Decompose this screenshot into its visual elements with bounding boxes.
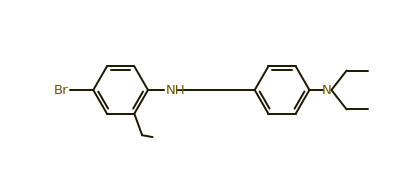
Text: N: N	[322, 84, 332, 96]
Text: Br: Br	[54, 84, 69, 96]
Text: NH: NH	[166, 84, 185, 96]
